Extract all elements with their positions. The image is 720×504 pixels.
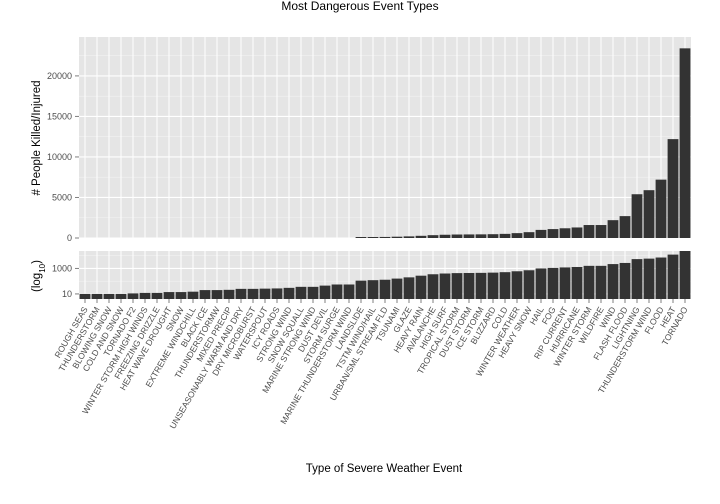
- linear-panel: 0 5000 10000 15000 20000: [47, 37, 691, 243]
- y-tick-label: 0: [67, 233, 72, 243]
- bar-log-33: [475, 272, 487, 299]
- bar-linear-49: [667, 139, 679, 238]
- bar-log-21: [331, 284, 343, 299]
- y-axis-label-log-main: (log: [31, 273, 43, 292]
- bar-log-19: [307, 286, 319, 299]
- bar-log-49: [667, 254, 679, 299]
- bar-log-20: [319, 285, 331, 299]
- bar-log-28: [415, 275, 427, 299]
- chart-title: Most Dangerous Event Types: [281, 0, 438, 13]
- bar-linear-34: [487, 234, 499, 238]
- bar-log-48: [655, 257, 667, 299]
- bar-log-37: [523, 270, 535, 299]
- bar-log-36: [511, 271, 523, 299]
- bar-log-9: [187, 291, 199, 299]
- bar-linear-29: [427, 235, 439, 238]
- y-tick-label: 1000: [52, 263, 72, 273]
- bar-linear-23: [355, 237, 367, 238]
- bar-log-13: [235, 288, 247, 299]
- y-tick-label: 5000: [52, 192, 72, 202]
- bar-log-16: [271, 288, 283, 299]
- bar-log-44: [607, 264, 619, 299]
- bar-log-7: [163, 292, 175, 299]
- bar-log-34: [487, 272, 499, 299]
- bar-linear-32: [463, 234, 475, 238]
- bar-log-11: [211, 290, 223, 299]
- bar-linear-25: [379, 236, 391, 238]
- bar-linear-45: [619, 216, 631, 238]
- y-tick-label: 15000: [47, 111, 72, 121]
- bar-log-6: [151, 292, 163, 299]
- y-tick-label: 10: [62, 289, 72, 299]
- bar-linear-26: [391, 236, 403, 238]
- bar-linear-24: [367, 237, 379, 238]
- bar-linear-27: [403, 236, 415, 238]
- bar-log-4: [127, 293, 139, 299]
- bar-log-40: [559, 267, 571, 299]
- bar-log-10: [199, 290, 211, 299]
- bar-log-2: [103, 293, 115, 299]
- bar-log-41: [571, 266, 583, 299]
- bar-log-38: [535, 268, 547, 299]
- bar-log-30: [439, 273, 451, 299]
- bar-linear-40: [559, 228, 571, 238]
- bar-log-26: [391, 278, 403, 299]
- bar-log-35: [499, 272, 511, 299]
- bar-log-8: [175, 292, 187, 299]
- y-axis-label-log-end: ): [31, 260, 43, 264]
- bar-linear-35: [499, 233, 511, 238]
- bar-log-5: [139, 292, 151, 299]
- bar-linear-28: [415, 235, 427, 238]
- bar-log-3: [115, 293, 127, 299]
- bar-log-12: [223, 289, 235, 299]
- bar-linear-36: [511, 233, 523, 238]
- bar-linear-39: [547, 229, 559, 238]
- bar-linear-48: [655, 179, 667, 238]
- bar-log-27: [403, 277, 415, 299]
- bar-log-24: [367, 280, 379, 299]
- bar-linear-37: [523, 232, 535, 238]
- bar-log-50: [679, 251, 691, 299]
- bar-log-47: [643, 258, 655, 299]
- bar-linear-47: [643, 190, 655, 238]
- bar-log-1: [91, 293, 103, 299]
- bar-log-45: [619, 262, 631, 299]
- y-tick-label: 10000: [47, 152, 72, 162]
- bar-linear-43: [595, 225, 607, 238]
- bar-linear-44: [607, 220, 619, 238]
- bar-log-18: [295, 286, 307, 299]
- bar-log-17: [283, 287, 295, 299]
- bar-log-46: [631, 259, 643, 299]
- bar-linear-50: [679, 48, 691, 239]
- bar-log-39: [547, 267, 559, 299]
- bar-log-42: [583, 265, 595, 299]
- bar-linear-33: [475, 234, 487, 238]
- bar-log-22: [343, 284, 355, 299]
- bar-log-32: [463, 272, 475, 299]
- bar-log-14: [247, 288, 259, 299]
- bar-log-0: [79, 293, 91, 299]
- bar-linear-38: [535, 229, 547, 238]
- bar-log-29: [427, 274, 439, 299]
- bar-linear-30: [439, 234, 451, 238]
- y-axis-label-log: (log10): [31, 260, 47, 292]
- bar-linear-41: [571, 227, 583, 238]
- log-panel: 10 1000: [52, 251, 691, 299]
- bar-log-25: [379, 279, 391, 299]
- bar-log-31: [451, 273, 463, 299]
- bar-log-43: [595, 265, 607, 299]
- bar-log-15: [259, 288, 271, 299]
- y-axis-label-linear: # People Killed/Injured: [31, 80, 43, 195]
- y-tick-label: 20000: [47, 71, 72, 81]
- bar-linear-31: [451, 234, 463, 238]
- y-axis-label-log-sub: 10: [38, 263, 47, 272]
- bar-linear-46: [631, 194, 643, 238]
- bar-log-23: [355, 280, 367, 299]
- bar-linear-42: [583, 225, 595, 238]
- x-axis-label: Type of Severe Weather Event: [306, 463, 463, 475]
